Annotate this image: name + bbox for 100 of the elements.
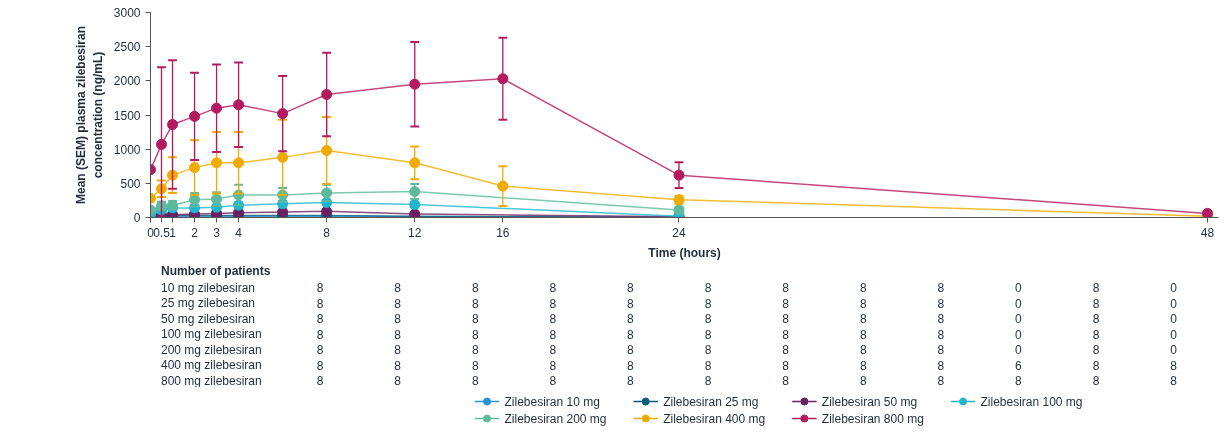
data-label: 0 (1015, 296, 1023, 311)
data-label: 0 (1015, 312, 1023, 326)
data-label: 8 (549, 327, 557, 342)
chart-title: Number of patients (160, 263, 271, 278)
point (277, 108, 289, 120)
legend-label: Zilebesiran 50 mg (821, 394, 918, 409)
data-label: 8 (549, 358, 557, 373)
data-label: 8 (704, 296, 712, 311)
data-label: 8 (394, 374, 402, 388)
point (189, 110, 201, 122)
data-label: 8 (859, 358, 867, 373)
legend-label: Zilebesiran 10 mg (504, 394, 600, 409)
y-tick-label: 50 mg zilebesiran (160, 311, 256, 326)
data-label: 8 (316, 343, 324, 357)
data-label: 8 (627, 327, 635, 342)
data-label: 8 (316, 296, 324, 311)
point (233, 157, 245, 169)
data-label: 8 (859, 281, 867, 295)
point (497, 73, 509, 85)
data-label: 0 (1170, 343, 1178, 357)
data-label: 0 (1015, 281, 1023, 295)
data-label: 8 (471, 296, 479, 311)
data-label: 8 (782, 327, 790, 342)
x-tick-label: 2 (191, 225, 199, 240)
y-tick-label: 500 (120, 176, 141, 191)
data-label: 8 (1092, 327, 1100, 342)
data-label: 8 (627, 312, 635, 326)
data-label: 8 (394, 312, 402, 326)
data-label: 8 (549, 281, 557, 295)
data-label: 8 (937, 296, 945, 311)
y-tick-label: 2500 (113, 40, 141, 55)
point (321, 89, 333, 100)
point (409, 157, 421, 169)
data-label: 8 (471, 374, 479, 388)
point (321, 187, 333, 199)
y-tick-label: 10 mg zilebesiran (160, 280, 256, 295)
data-label: 0 (1170, 312, 1178, 326)
data-label: 8 (549, 312, 557, 326)
data-label: 8 (1092, 312, 1100, 326)
point (497, 180, 509, 192)
data-label: 8 (782, 343, 790, 357)
x-tick-label: 0 (147, 225, 155, 240)
data-label: 8 (859, 327, 867, 342)
point (211, 102, 223, 114)
x-tick-label: 12 (408, 225, 422, 240)
data-label: 8 (704, 343, 712, 357)
y-tick-label: 2000 (113, 74, 141, 89)
x-tick-label: 24 (672, 225, 686, 240)
legend-label: Zilebesiran 25 mg (663, 394, 759, 409)
data-label: 6 (1015, 358, 1023, 373)
data-label: 0 (1170, 296, 1178, 311)
point (277, 151, 289, 163)
data-label: 8 (549, 374, 557, 388)
data-label: 8 (782, 312, 790, 326)
y-tick-label: 1500 (113, 108, 141, 123)
x-tick-label: 3 (213, 225, 221, 240)
data-label: 8 (937, 281, 945, 295)
data-label: 8 (782, 374, 790, 388)
x-tick-label: 4 (235, 225, 243, 240)
point (167, 119, 179, 131)
legend-label: Zilebesiran 400 mg (663, 411, 766, 426)
point (321, 145, 333, 157)
data-label: 8 (782, 281, 790, 295)
data-label: 8 (1092, 358, 1100, 373)
point (233, 99, 245, 111)
data-label: 8 (394, 296, 402, 311)
point (156, 138, 168, 150)
data-label: 0 (1015, 343, 1023, 357)
data-label: 8 (316, 327, 324, 342)
data-label: 8 (471, 281, 479, 295)
data-label: 8 (316, 358, 324, 373)
y-tick-label: 800 mg zilebesiran (160, 373, 262, 388)
x-tick-label: 1 (169, 225, 177, 240)
data-label: 8 (1170, 358, 1178, 373)
legend-label: Zilebesiran 200 mg (504, 411, 607, 426)
point (211, 157, 223, 169)
data-label: 8 (937, 312, 945, 326)
y-tick-label: 200 mg zilebesiran (160, 342, 262, 357)
data-label: 8 (316, 374, 324, 388)
data-label: 8 (627, 343, 635, 357)
data-label: 8 (316, 312, 324, 326)
y-tick-label: 3000 (113, 6, 141, 20)
data-label: 8 (782, 358, 790, 373)
data-label: 8 (549, 296, 557, 311)
data-label: 8 (1092, 281, 1100, 295)
data-label: 8 (1092, 296, 1100, 311)
data-label: 8 (859, 312, 867, 326)
x-tick-label: 0.5 (153, 225, 171, 240)
data-label: 8 (704, 327, 712, 342)
data-label: 8 (704, 281, 712, 295)
data-label: 8 (704, 374, 712, 388)
y-tick-label: 400 mg zilebesiran (160, 358, 262, 372)
data-label: 8 (859, 374, 867, 388)
data-label: 8 (782, 296, 790, 311)
data-label: 8 (937, 374, 945, 388)
data-label: 8 (627, 281, 635, 295)
data-label: 8 (394, 343, 402, 357)
data-label: 8 (549, 343, 557, 357)
data-label: 8 (471, 343, 479, 357)
y-tick-label: 1000 (113, 142, 141, 157)
